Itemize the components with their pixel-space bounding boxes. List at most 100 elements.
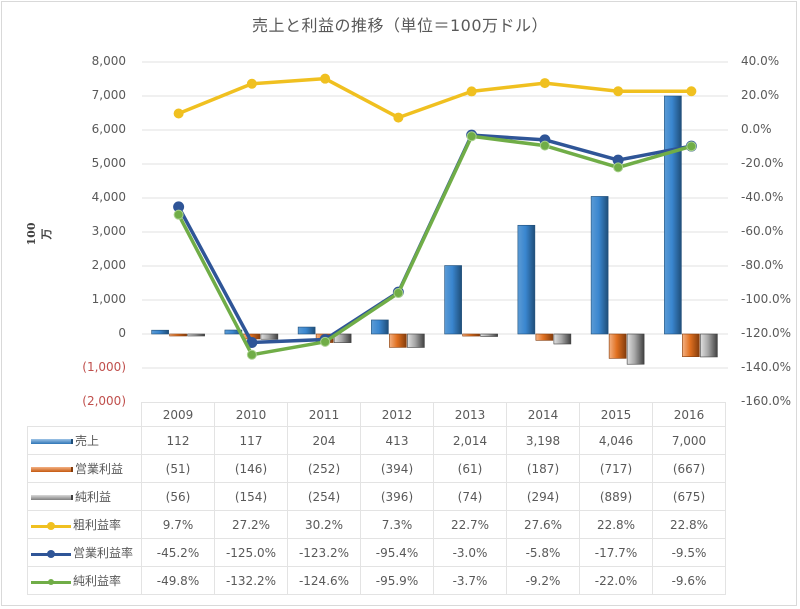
- table-cell: -49.8%: [142, 567, 215, 595]
- marker-純利益率: [174, 210, 183, 219]
- legend-key-icon: [31, 439, 73, 444]
- table-cell: 27.2%: [215, 511, 288, 539]
- table-cell: -95.9%: [361, 567, 434, 595]
- marker-粗利益率: [540, 79, 549, 88]
- table-row: 粗利益率9.7%27.2%30.2%7.3%22.7%27.6%22.8%22.…: [28, 511, 726, 539]
- table-header-year: 2015: [580, 403, 653, 427]
- marker-粗利益率: [467, 87, 476, 96]
- table-cell: -95.4%: [361, 539, 434, 567]
- bar-純利益: [554, 334, 571, 344]
- table-cell: 7.3%: [361, 511, 434, 539]
- marker-粗利益率: [174, 109, 183, 118]
- table-row: 営業利益 (51)(146)(252)(394)(61)(187)(717)(66…: [28, 455, 726, 483]
- table-cell: (61): [434, 455, 507, 483]
- table-cell: (51): [142, 455, 215, 483]
- table-cell: 4,046: [580, 427, 653, 455]
- table-row: 純利益率-49.8%-132.2%-124.6%-95.9%-3.7%-9.2%…: [28, 567, 726, 595]
- series-label: 純利益率: [73, 574, 121, 588]
- table-cell: (146): [215, 455, 288, 483]
- table-cell: 112: [142, 427, 215, 455]
- table-cell: -9.2%: [507, 567, 580, 595]
- bar-売上: [371, 320, 388, 334]
- table-cell: (396): [361, 483, 434, 511]
- table-cell: (394): [361, 455, 434, 483]
- table-cell: -125.0%: [215, 539, 288, 567]
- table-header-year: 2014: [507, 403, 580, 427]
- table-header-year: 2013: [434, 403, 507, 427]
- table-cell: 117: [215, 427, 288, 455]
- table-header-year: 2009: [142, 403, 215, 427]
- series-label: 粗利益率: [73, 518, 121, 532]
- marker-純利益率: [687, 142, 696, 151]
- legend-key-icon: [31, 467, 73, 472]
- marker-粗利益率: [321, 74, 330, 83]
- table-cell: -9.5%: [653, 539, 726, 567]
- data-table: 20092010201120122013201420152016売上112117…: [27, 402, 726, 595]
- table-cell: (675): [653, 483, 726, 511]
- table-cell: 22.8%: [653, 511, 726, 539]
- table-header-year: 2011: [288, 403, 361, 427]
- bar-純利益: [188, 334, 205, 336]
- table-cell: (74): [434, 483, 507, 511]
- bar-純利益: [261, 334, 278, 339]
- table-header-year: 2012: [361, 403, 434, 427]
- table-cell: 22.7%: [434, 511, 507, 539]
- table-cell: (889): [580, 483, 653, 511]
- bar-営業利益: [170, 334, 187, 336]
- marker-純利益率: [614, 163, 623, 172]
- table-cell: -22.0%: [580, 567, 653, 595]
- marker-純利益率: [321, 337, 330, 346]
- bar-売上: [445, 266, 462, 334]
- table-cell: (717): [580, 455, 653, 483]
- legend-key-icon: [31, 577, 71, 587]
- bar-純利益: [700, 334, 717, 357]
- bar-売上: [591, 196, 608, 334]
- legend-key-icon: [31, 495, 73, 500]
- marker-純利益率: [467, 132, 476, 141]
- bar-売上: [152, 330, 169, 334]
- table-cell: -132.2%: [215, 567, 288, 595]
- table-cell: -9.6%: [653, 567, 726, 595]
- table-cell: -3.0%: [434, 539, 507, 567]
- marker-粗利益率: [614, 87, 623, 96]
- table-cell: -45.2%: [142, 539, 215, 567]
- table-cell: (667): [653, 455, 726, 483]
- table-cell: (254): [288, 483, 361, 511]
- bar-営業利益: [536, 334, 553, 340]
- legend-key-icon: [31, 549, 71, 559]
- table-row: 営業利益率 -45.2%-125.0%-123.2%-95.4%-3.0%-5.8…: [28, 539, 726, 567]
- marker-純利益率: [394, 289, 403, 298]
- bar-営業利益: [463, 334, 480, 336]
- marker-粗利益率: [394, 113, 403, 122]
- table-cell: (56): [142, 483, 215, 511]
- table-header-year: 2010: [215, 403, 288, 427]
- series-label: 営業利益: [75, 462, 123, 476]
- table-cell: -5.8%: [507, 539, 580, 567]
- bar-売上: [518, 225, 535, 334]
- table-cell: 9.7%: [142, 511, 215, 539]
- bar-純利益: [407, 334, 424, 347]
- bar-売上: [298, 327, 315, 334]
- table-cell: 413: [361, 427, 434, 455]
- marker-純利益率: [247, 350, 256, 359]
- line-series: [174, 74, 697, 359]
- table-cell: 3,198: [507, 427, 580, 455]
- table-header-year: 2016: [653, 403, 726, 427]
- bar-純利益: [481, 334, 498, 337]
- table-cell: (187): [507, 455, 580, 483]
- table-cell: 2,014: [434, 427, 507, 455]
- series-label: 営業利益率: [73, 546, 133, 560]
- table-cell: 204: [288, 427, 361, 455]
- legend-key-icon: [31, 521, 71, 531]
- table-cell: 30.2%: [288, 511, 361, 539]
- table-cell: -123.2%: [288, 539, 361, 567]
- table-cell: 27.6%: [507, 511, 580, 539]
- table-cell: -17.7%: [580, 539, 653, 567]
- bar-営業利益: [682, 334, 699, 357]
- bar-営業利益: [609, 334, 626, 358]
- table-cell: -124.6%: [288, 567, 361, 595]
- marker-粗利益率: [687, 87, 696, 96]
- table-cell: (252): [288, 455, 361, 483]
- table-cell: 7,000: [653, 427, 726, 455]
- marker-純利益率: [540, 141, 549, 150]
